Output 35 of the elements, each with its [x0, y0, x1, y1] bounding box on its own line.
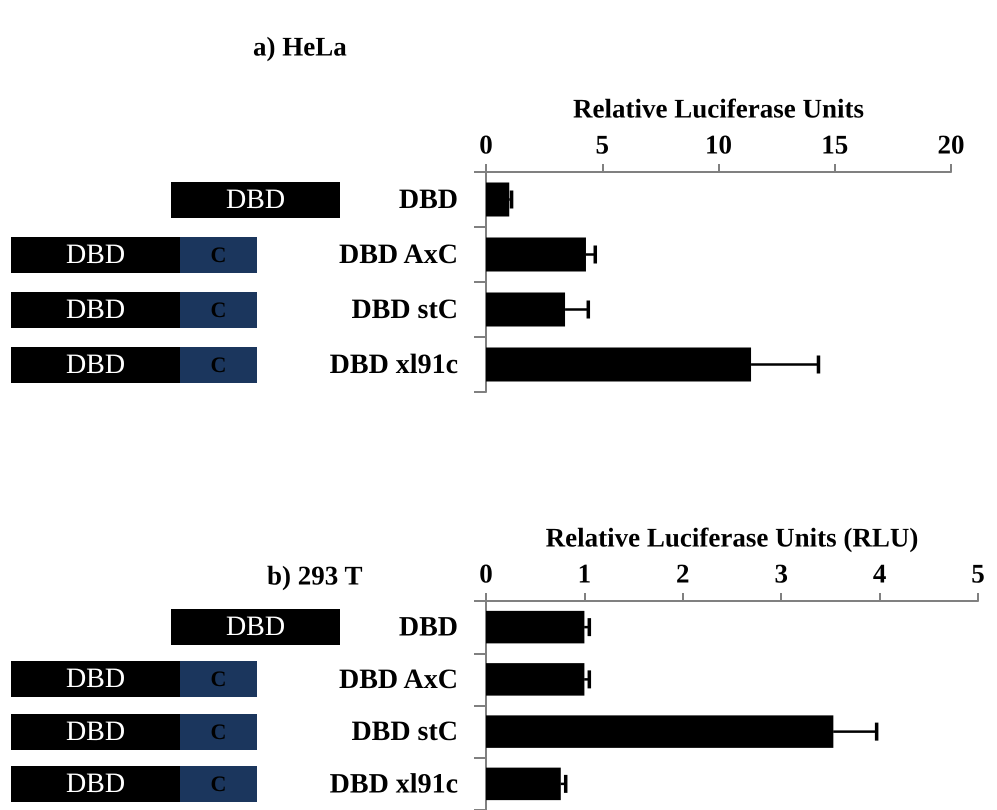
- chart-title: a) HeLa: [253, 32, 348, 62]
- x-tick-label: 15: [821, 130, 848, 160]
- protein-domain-diagram: DBD C: [11, 766, 257, 802]
- y-tick-label: DBD xl91c: [330, 349, 458, 380]
- x-tick-label: 2: [676, 558, 690, 588]
- x-tick-label: 3: [774, 558, 788, 588]
- y-tick-label: DBD: [398, 612, 458, 643]
- x-tick-label: 20: [938, 130, 964, 160]
- y-tick-label: DBD stC: [351, 716, 458, 748]
- bar: [486, 182, 510, 217]
- x-tick-label: 0: [479, 558, 493, 588]
- x-tick-label: 0: [479, 130, 493, 160]
- bar: [486, 663, 584, 696]
- bar: [486, 610, 584, 644]
- protein-domain-diagram: DBD C: [11, 661, 257, 698]
- y-tick-label: DBD AxC: [338, 664, 458, 695]
- x-tick-label: 10: [705, 130, 732, 160]
- y-tick-label: DBD stC: [351, 294, 458, 325]
- x-axis-title: Relative Luciferase Units (RLU): [546, 522, 918, 552]
- bar: [486, 768, 561, 800]
- y-tick-label: DBD AxC: [338, 239, 458, 270]
- x-tick-label: 4: [872, 558, 886, 588]
- chart-title: b) 293 T: [267, 560, 363, 590]
- x-axis-title: Relative Luciferase Units: [573, 94, 864, 124]
- protein-domain-diagram: DBD C: [11, 292, 257, 328]
- x-tick-label: 5: [971, 558, 985, 588]
- protein-domain-diagram: DBD C: [11, 346, 257, 382]
- y-tick-label: DBD: [398, 184, 458, 215]
- protein-domain-diagram: DBD C: [11, 714, 257, 750]
- protein-domain-diagram: DBD: [171, 609, 340, 646]
- protein-domain-diagram: DBD: [171, 182, 340, 218]
- x-tick-label: 1: [578, 558, 592, 588]
- protein-domain-diagram: DBD C: [11, 236, 257, 272]
- y-tick-label: DBD xl91c: [330, 768, 458, 800]
- x-tick-label: 5: [596, 130, 609, 160]
